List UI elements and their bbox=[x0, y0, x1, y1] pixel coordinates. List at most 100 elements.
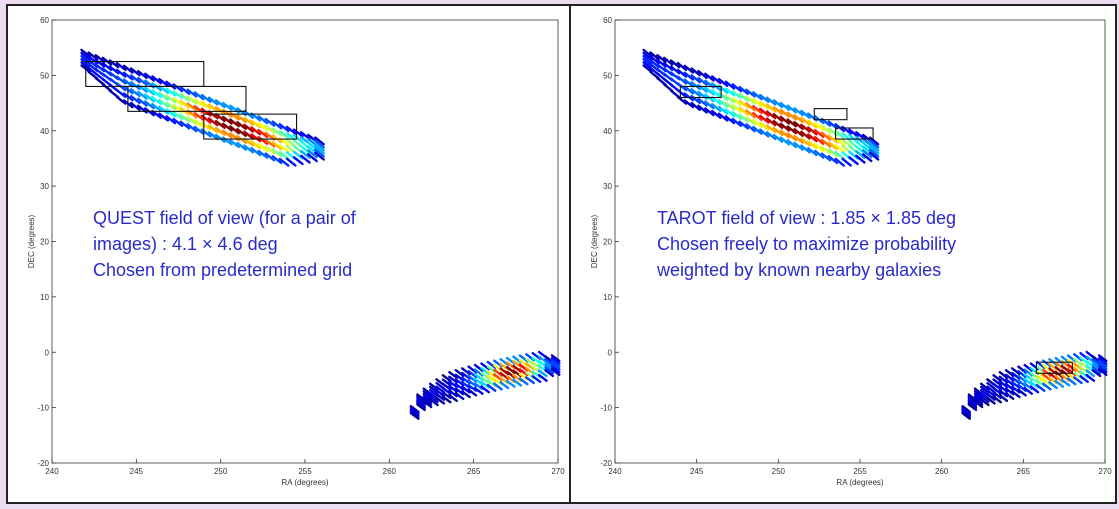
probability-mark bbox=[973, 400, 984, 409]
probability-mark bbox=[94, 58, 106, 68]
probability-mark bbox=[772, 106, 784, 116]
x-tick-label: 250 bbox=[214, 467, 228, 476]
probability-mark bbox=[1004, 382, 1015, 391]
probability-mark bbox=[868, 139, 880, 149]
probability-mark bbox=[992, 395, 1002, 404]
probability-mark bbox=[307, 141, 318, 151]
y-tick-label: -10 bbox=[600, 404, 612, 413]
probability-mark bbox=[986, 389, 996, 398]
probability-mark bbox=[550, 368, 561, 376]
y-tick-label: 60 bbox=[40, 16, 49, 25]
probability-mark bbox=[441, 374, 452, 383]
probability-mark bbox=[813, 149, 825, 159]
tarot-skymap-chart: 240 245 250 255 260 265 270 -20 -10 0 10 20 30 40 50 60… bbox=[590, 16, 1112, 487]
probability-mark bbox=[1023, 386, 1034, 395]
probability-mark bbox=[1011, 381, 1021, 389]
probability-mark bbox=[731, 104, 743, 114]
probability-mark bbox=[179, 92, 191, 102]
probability-mark bbox=[144, 93, 155, 103]
probability-mark bbox=[1017, 365, 1027, 374]
probability-mark bbox=[1079, 375, 1089, 383]
probability-mark bbox=[861, 153, 873, 163]
probability-mark bbox=[214, 106, 226, 116]
probability-mark bbox=[525, 376, 535, 385]
probability-mark bbox=[416, 399, 426, 408]
probability-mark bbox=[731, 117, 743, 127]
probability-mark bbox=[158, 105, 170, 115]
probability-mark bbox=[710, 109, 722, 119]
probability-mark bbox=[179, 113, 191, 123]
probability-mark bbox=[467, 388, 478, 397]
probability-mark bbox=[94, 54, 106, 64]
probability-mark bbox=[448, 380, 458, 389]
probability-mark bbox=[697, 69, 708, 80]
field-of-view-box bbox=[1035, 361, 1073, 374]
probability-mark bbox=[779, 129, 791, 139]
probability-mark bbox=[179, 85, 191, 95]
probability-mark bbox=[690, 101, 701, 111]
probability-mark bbox=[428, 382, 439, 391]
probability-mark bbox=[793, 121, 804, 131]
probability-mark bbox=[193, 98, 205, 108]
probability-mark bbox=[229, 139, 240, 149]
probability-mark bbox=[1004, 378, 1015, 387]
probability-mark bbox=[250, 147, 262, 157]
y-tick-label: 50 bbox=[603, 71, 612, 80]
probability-mark bbox=[765, 110, 777, 120]
probability-mark bbox=[1017, 374, 1027, 383]
probability-mark bbox=[115, 61, 127, 72]
quest-panel: 240 245 250 255 260 265 270 -20 -10 0 10 20 30 40 50 60… bbox=[6, 4, 571, 504]
probability-mark bbox=[409, 411, 420, 420]
probability-mark bbox=[292, 156, 304, 166]
probability-mark bbox=[236, 121, 247, 131]
probability-mark bbox=[243, 144, 255, 154]
x-tick-label: 260 bbox=[935, 467, 949, 476]
probability-mark bbox=[1029, 385, 1040, 394]
probability-mark bbox=[717, 112, 729, 122]
probability-mark bbox=[454, 369, 465, 377]
probability-mark bbox=[1042, 382, 1052, 391]
probability-mark bbox=[473, 363, 484, 372]
probability-mark bbox=[544, 369, 555, 378]
probability-mark bbox=[779, 122, 791, 132]
probability-mark bbox=[807, 133, 818, 143]
probability-mark bbox=[662, 61, 674, 72]
probability-mark bbox=[1011, 385, 1021, 394]
probability-mark bbox=[473, 368, 484, 377]
probability-mark bbox=[834, 130, 846, 140]
probability-mark bbox=[998, 380, 1009, 389]
probability-mark bbox=[786, 132, 798, 142]
probability-mark bbox=[193, 111, 205, 122]
probability-mark bbox=[690, 74, 701, 84]
y-tick-label: -10 bbox=[37, 404, 49, 413]
probability-mark bbox=[299, 154, 311, 164]
probability-mark bbox=[207, 117, 219, 127]
probability-mark bbox=[745, 123, 756, 133]
probability-mark bbox=[144, 86, 155, 96]
probability-mark bbox=[986, 392, 996, 401]
probability-mark bbox=[1073, 376, 1083, 385]
probability-mark bbox=[214, 133, 226, 143]
probability-mark bbox=[448, 375, 458, 384]
probability-mark bbox=[1035, 370, 1046, 379]
probability-mark bbox=[765, 117, 777, 127]
probability-mark bbox=[738, 92, 749, 102]
probability-mark bbox=[186, 123, 198, 133]
probability-mark bbox=[1023, 363, 1034, 372]
probability-mark bbox=[473, 386, 484, 395]
probability-mark bbox=[422, 397, 433, 406]
probability-mark bbox=[200, 100, 212, 110]
probability-mark bbox=[998, 375, 1009, 384]
annotation-line: Chosen freely to maximize probability bbox=[657, 234, 956, 254]
probability-mark bbox=[786, 111, 798, 121]
probability-mark bbox=[179, 99, 191, 109]
probability-mark bbox=[765, 96, 777, 106]
probability-mark bbox=[448, 389, 458, 398]
probability-mark bbox=[314, 151, 325, 161]
probability-mark bbox=[1048, 381, 1058, 390]
y-tick-label: 10 bbox=[603, 293, 612, 302]
probability-mark bbox=[158, 84, 170, 94]
probability-mark bbox=[165, 101, 177, 111]
probability-mark bbox=[820, 152, 832, 162]
probability-mark bbox=[1035, 365, 1046, 374]
